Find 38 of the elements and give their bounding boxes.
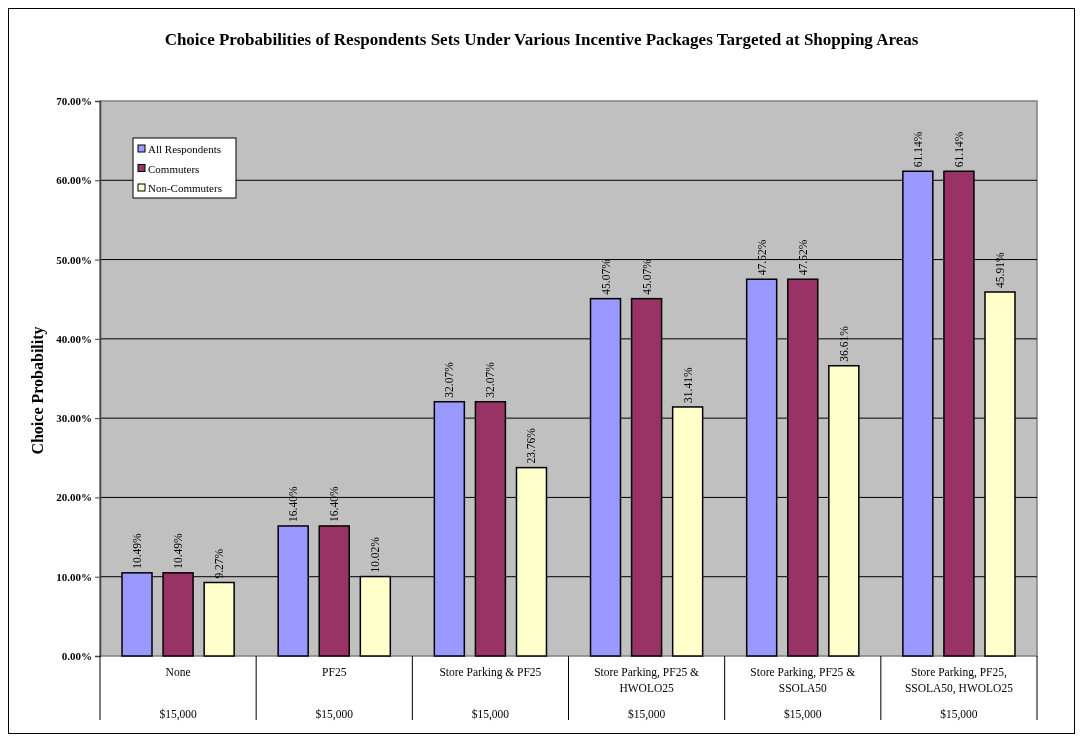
legend-label: Non-Commuters: [148, 182, 222, 194]
data-label: 16.40%: [328, 486, 341, 522]
data-label: 10.49%: [172, 532, 185, 569]
y-tick-label: 0.00%: [61, 650, 92, 663]
y-tick-label: 70.00%: [56, 95, 92, 108]
y-tick-label: 40.00%: [56, 332, 92, 345]
y-tick-label: 10.00%: [56, 570, 92, 583]
data-label: 16.40%: [287, 486, 300, 522]
data-label: 61.14%: [911, 131, 924, 168]
y-tick-label: 30.00%: [56, 412, 92, 425]
data-label: 10.49%: [131, 532, 144, 569]
data-label: 45.07%: [640, 258, 653, 295]
category-label: Store Parking & PF25 $15,000: [439, 666, 542, 720]
data-label: 45.91%: [993, 252, 1006, 288]
data-label: 32.07%: [484, 361, 497, 398]
category-label: Store Parking, PF25 & SSOLA50 $15,000: [750, 666, 856, 720]
legend-label: All Respondents: [148, 143, 222, 155]
category-label: Store Parking, PF25 & HWOLO25 $15,000: [594, 666, 699, 720]
legend-label: Commuters: [148, 162, 200, 175]
data-label: 47.52%: [796, 239, 809, 276]
data-label: 61.14%: [952, 131, 965, 168]
data-label: 47.52%: [755, 239, 768, 276]
data-label: 45.07%: [599, 258, 612, 295]
y-axis-title: Choice Probability: [29, 326, 47, 455]
y-tick-label: 20.00%: [56, 491, 92, 504]
y-tick-label: 50.00%: [56, 253, 92, 266]
data-label: 32.07%: [443, 361, 456, 398]
data-label: 9.27%: [213, 548, 226, 579]
data-label: 10.02%: [369, 536, 382, 573]
y-tick-label: 60.00%: [56, 174, 92, 187]
category-label: PF25 $15,000: [315, 666, 353, 720]
data-label: 23.76%: [525, 427, 538, 464]
bar: [203, 581, 235, 657]
category-label: None $15,000: [159, 666, 197, 720]
category-label: Store Parking, PF25, SSOLA50, HWOLO25 $15,000: [904, 666, 1013, 720]
data-label: 31.41%: [681, 367, 694, 403]
data-label: 36.61%: [837, 325, 850, 362]
chart-title: Choice Probabilities of Respondents Sets Under Various Incentive Packages Targeted at Shopping Areas: [164, 30, 919, 49]
